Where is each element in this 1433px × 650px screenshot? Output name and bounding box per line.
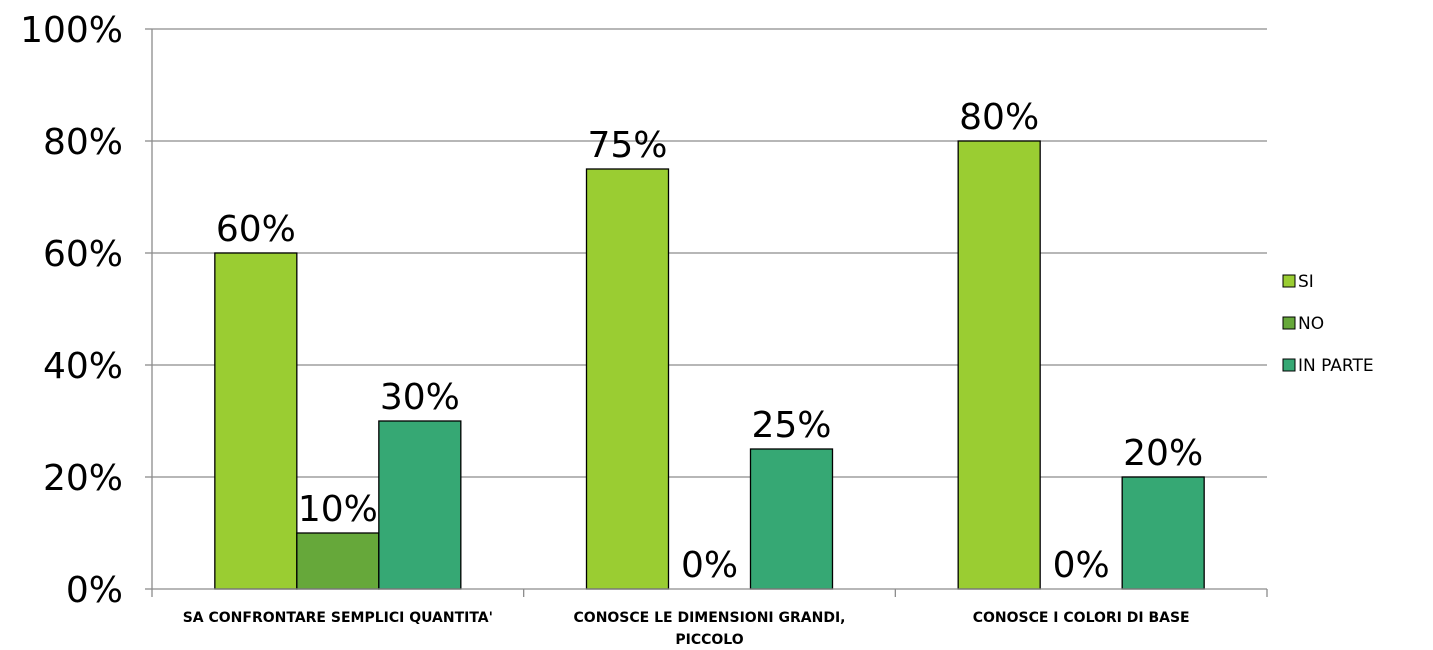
- x-category-label: PICCOLO: [675, 632, 743, 648]
- data-label: 60%: [216, 209, 296, 250]
- y-tick-label: 60%: [43, 234, 123, 275]
- y-tick-label: 80%: [43, 122, 123, 163]
- bar-in-parte: [378, 420, 462, 590]
- y-tick-label: 100%: [20, 10, 123, 51]
- bar-no: [296, 532, 380, 590]
- x-category-label: CONOSCE LE DIMENSIONI GRANDI,: [574, 610, 846, 626]
- legend: SI NO IN PARTE: [1282, 272, 1374, 376]
- gridlines: [152, 28, 1267, 478]
- x-category-label: CONOSCE I COLORI DI BASE: [973, 610, 1190, 626]
- bars: [214, 140, 1205, 590]
- bar-si: [957, 140, 1041, 590]
- data-label: 75%: [587, 125, 667, 166]
- data-labels: 60% 10% 30% 75% 0% 25% 80% 0% 20%: [216, 97, 1203, 586]
- legend-label: IN PARTE: [1298, 356, 1374, 376]
- y-tick-label: 40%: [43, 346, 123, 387]
- legend-swatch: [1282, 358, 1296, 372]
- bar-in-parte: [749, 448, 834, 590]
- x-category-label: SA CONFRONTARE SEMPLICI QUANTITA': [183, 610, 493, 626]
- data-label: 25%: [751, 405, 831, 446]
- x-axis: SA CONFRONTARE SEMPLICI QUANTITA' CONOSCE…: [151, 588, 1268, 648]
- bar-in-parte: [1121, 476, 1205, 590]
- legend-label: SI: [1298, 272, 1314, 292]
- y-axis: 0% 20% 40% 60% 80% 100%: [20, 10, 153, 611]
- data-label: 30%: [380, 377, 460, 418]
- bar-si: [214, 252, 298, 590]
- y-tick-label: 0%: [66, 570, 123, 611]
- y-tick-label: 20%: [43, 458, 123, 499]
- data-label: 0%: [1053, 545, 1110, 586]
- legend-label: NO: [1298, 314, 1324, 334]
- data-label: 10%: [298, 489, 378, 530]
- legend-swatch: [1282, 274, 1296, 288]
- legend-swatch: [1282, 316, 1296, 330]
- data-label: 0%: [681, 545, 738, 586]
- data-label: 80%: [959, 97, 1039, 138]
- bar-si: [585, 168, 670, 590]
- data-label: 20%: [1123, 433, 1203, 474]
